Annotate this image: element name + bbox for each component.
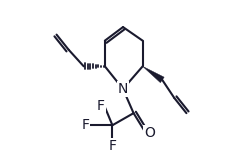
Text: F: F [108,139,116,153]
Text: F: F [81,118,89,132]
Text: N: N [118,82,128,96]
Polygon shape [143,66,164,83]
Text: F: F [97,99,105,113]
Text: O: O [144,126,155,140]
